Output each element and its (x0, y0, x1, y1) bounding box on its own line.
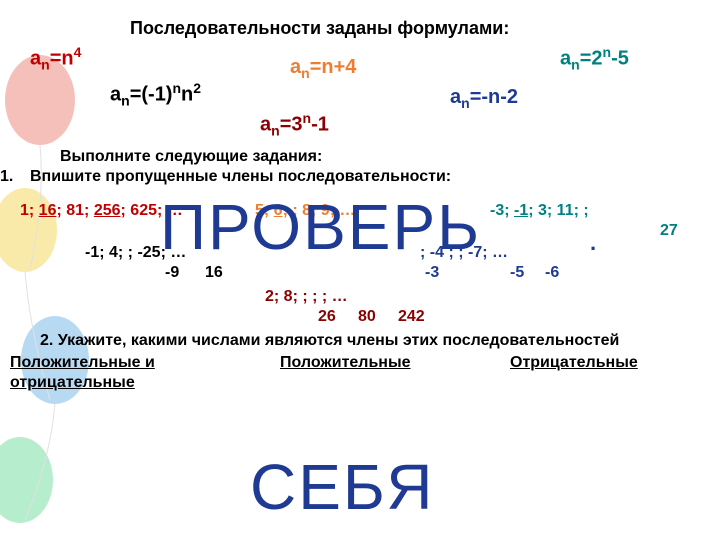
seq-1: 1; 16; 81; 256; 625; … (20, 202, 183, 220)
formula-2n-5: an=2n-5 (560, 44, 629, 73)
formula-n4: an=n4 (30, 44, 81, 73)
sign-pos-neg-a[interactable]: Положительные и (10, 354, 155, 372)
formula-n-plus-4: an=n+4 (290, 56, 356, 81)
dot: . (590, 230, 596, 256)
sign-neg[interactable]: Отрицательные (510, 354, 638, 372)
ans-seq5-c: -6 (545, 264, 559, 282)
ans-seq6-c: 242 (398, 308, 425, 326)
ans-seq4-b: 16 (205, 264, 223, 282)
formula-3n-1: an=3n-1 (260, 110, 329, 139)
task-line1: Выполните следующие задания: (60, 148, 322, 166)
formula-neg1-n2: an=(-1)nn2 (110, 80, 201, 109)
ans-seq5-a: -3 (425, 264, 439, 282)
ans-seq6-a: 26 (318, 308, 336, 326)
ans-seq3: 27 (660, 222, 678, 240)
sign-pos[interactable]: Положительные (280, 354, 411, 372)
formula-neg-n-2: an=-n-2 (450, 86, 518, 111)
ans-seq4-a: -9 (165, 264, 179, 282)
seq-3: -3; -1; 3; 11; ; (490, 202, 589, 220)
task3: 2. Укажите, какими числами являются член… (40, 332, 619, 350)
task-line2: Впишите пропущенные члены последовательн… (30, 168, 451, 186)
ans-seq5-b: -5 (510, 264, 524, 282)
title: Последовательности заданы формулами: (130, 18, 509, 39)
ans-seq6-b: 80 (358, 308, 376, 326)
sign-pos-neg-b[interactable]: отрицательные (10, 374, 135, 392)
task-num: 1. (0, 168, 13, 186)
big-check: ПРОВЕРЬ (160, 190, 481, 264)
big-self: СЕБЯ (250, 450, 434, 524)
seq-6: 2; 8; ; ; ; … (265, 288, 348, 306)
